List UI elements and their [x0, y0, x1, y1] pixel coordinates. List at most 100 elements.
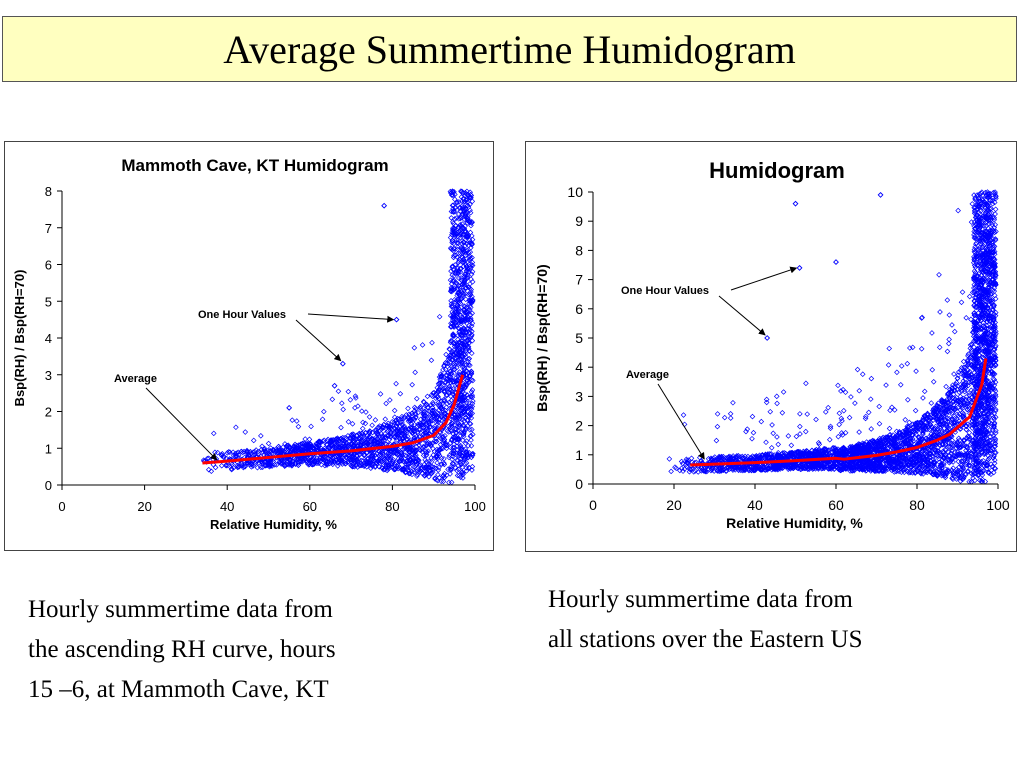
x-axis-label: Relative Humidity, % — [210, 517, 337, 532]
scatter-point — [454, 457, 460, 463]
scatter-point — [423, 443, 429, 449]
scatter-point — [988, 309, 994, 316]
scatter-point — [966, 368, 973, 375]
scatter-point — [455, 352, 461, 358]
scatter-point — [315, 443, 322, 449]
scatter-point — [964, 401, 971, 407]
scatter-point — [461, 312, 468, 318]
scatter-point — [449, 357, 456, 364]
scatter-point — [345, 388, 352, 395]
scatter-point — [463, 468, 470, 474]
scatter-point — [238, 461, 245, 467]
scatter-point — [992, 443, 999, 450]
scatter-point — [363, 409, 369, 415]
scatter-point — [411, 458, 418, 465]
scatter-point — [448, 215, 455, 221]
scatter-point — [469, 331, 475, 338]
scatter-point — [455, 275, 462, 281]
scatter-point — [457, 415, 463, 422]
scatter-point — [452, 417, 459, 423]
scatter-point — [370, 438, 377, 444]
scatter-point — [405, 457, 411, 464]
scatter-point — [465, 326, 472, 332]
scatter-point — [214, 449, 221, 456]
scatter-point — [463, 399, 470, 406]
scatter-point — [929, 330, 935, 336]
scatter-point — [457, 460, 464, 467]
y-tick-label: 2 — [45, 405, 52, 420]
scatter-point — [836, 421, 842, 428]
scatter-point — [384, 454, 390, 461]
scatter-point — [968, 316, 974, 323]
scatter-point — [397, 423, 403, 429]
scatter-point — [464, 344, 471, 350]
x-tick-label: 80 — [385, 499, 399, 514]
scatter-point — [450, 245, 457, 252]
scatter-point — [936, 456, 942, 462]
scatter-point — [444, 375, 451, 382]
scatter-point — [445, 423, 452, 430]
scatter-point — [454, 354, 461, 360]
scatter-point — [459, 364, 466, 370]
scatter-point — [459, 410, 466, 416]
scatter-point — [457, 232, 463, 238]
scatter-point — [763, 396, 770, 403]
scatter-point — [458, 349, 464, 355]
scatter-point — [464, 197, 470, 203]
scatter-point — [466, 411, 473, 417]
scatter-point — [467, 317, 474, 324]
scatter-point — [936, 420, 943, 427]
scatter-point — [467, 201, 473, 208]
scatter-point — [423, 426, 430, 432]
scatter-point — [218, 462, 225, 469]
scatter-point — [396, 458, 403, 465]
scatter-point — [467, 403, 474, 410]
scatter-point — [468, 276, 474, 282]
scatter-point — [411, 464, 418, 470]
scatter-point — [448, 284, 455, 291]
scatter-point — [397, 419, 404, 426]
scatter-point — [455, 269, 461, 276]
scatter-point — [424, 393, 431, 400]
scatter-point — [401, 423, 408, 429]
x-tick-label: 40 — [220, 499, 234, 514]
scatter-point — [460, 259, 466, 265]
scatter-point — [335, 388, 342, 395]
scatter-point — [465, 343, 472, 350]
scatter-point — [352, 393, 359, 399]
scatter-point — [261, 459, 267, 465]
x-tick-label: 0 — [58, 499, 65, 514]
scatter-point — [677, 467, 683, 474]
scatter-point — [244, 460, 250, 466]
scatter-point — [363, 457, 369, 464]
scatter-point — [339, 360, 346, 367]
scatter-point — [816, 441, 823, 448]
scatter-point — [306, 444, 312, 451]
scatter-point — [417, 403, 424, 410]
scatter-point — [382, 416, 389, 422]
scatter-point — [469, 350, 475, 357]
scatter-point — [906, 419, 913, 426]
scatter-point — [971, 369, 978, 376]
scatter-point — [469, 387, 476, 393]
scatter-point — [445, 429, 452, 435]
scatter-point — [916, 434, 923, 441]
scatter-point — [946, 312, 953, 318]
scatter-point — [289, 448, 295, 454]
scatter-point — [429, 393, 436, 399]
scatter-point — [368, 465, 374, 472]
scatter-point — [976, 257, 983, 264]
scatter-point — [467, 290, 473, 296]
scatter-point — [862, 415, 869, 422]
scatter-point — [466, 300, 472, 307]
scatter-point — [250, 437, 257, 444]
scatter-point — [456, 421, 462, 428]
scatter-point — [369, 452, 376, 459]
scatter-point — [437, 371, 444, 377]
scatter-point — [393, 435, 400, 441]
scatter-point — [465, 291, 472, 298]
scatter-point — [780, 389, 787, 395]
scatter-point — [469, 426, 475, 433]
scatter-point — [391, 422, 398, 428]
scatter-point — [459, 281, 465, 288]
